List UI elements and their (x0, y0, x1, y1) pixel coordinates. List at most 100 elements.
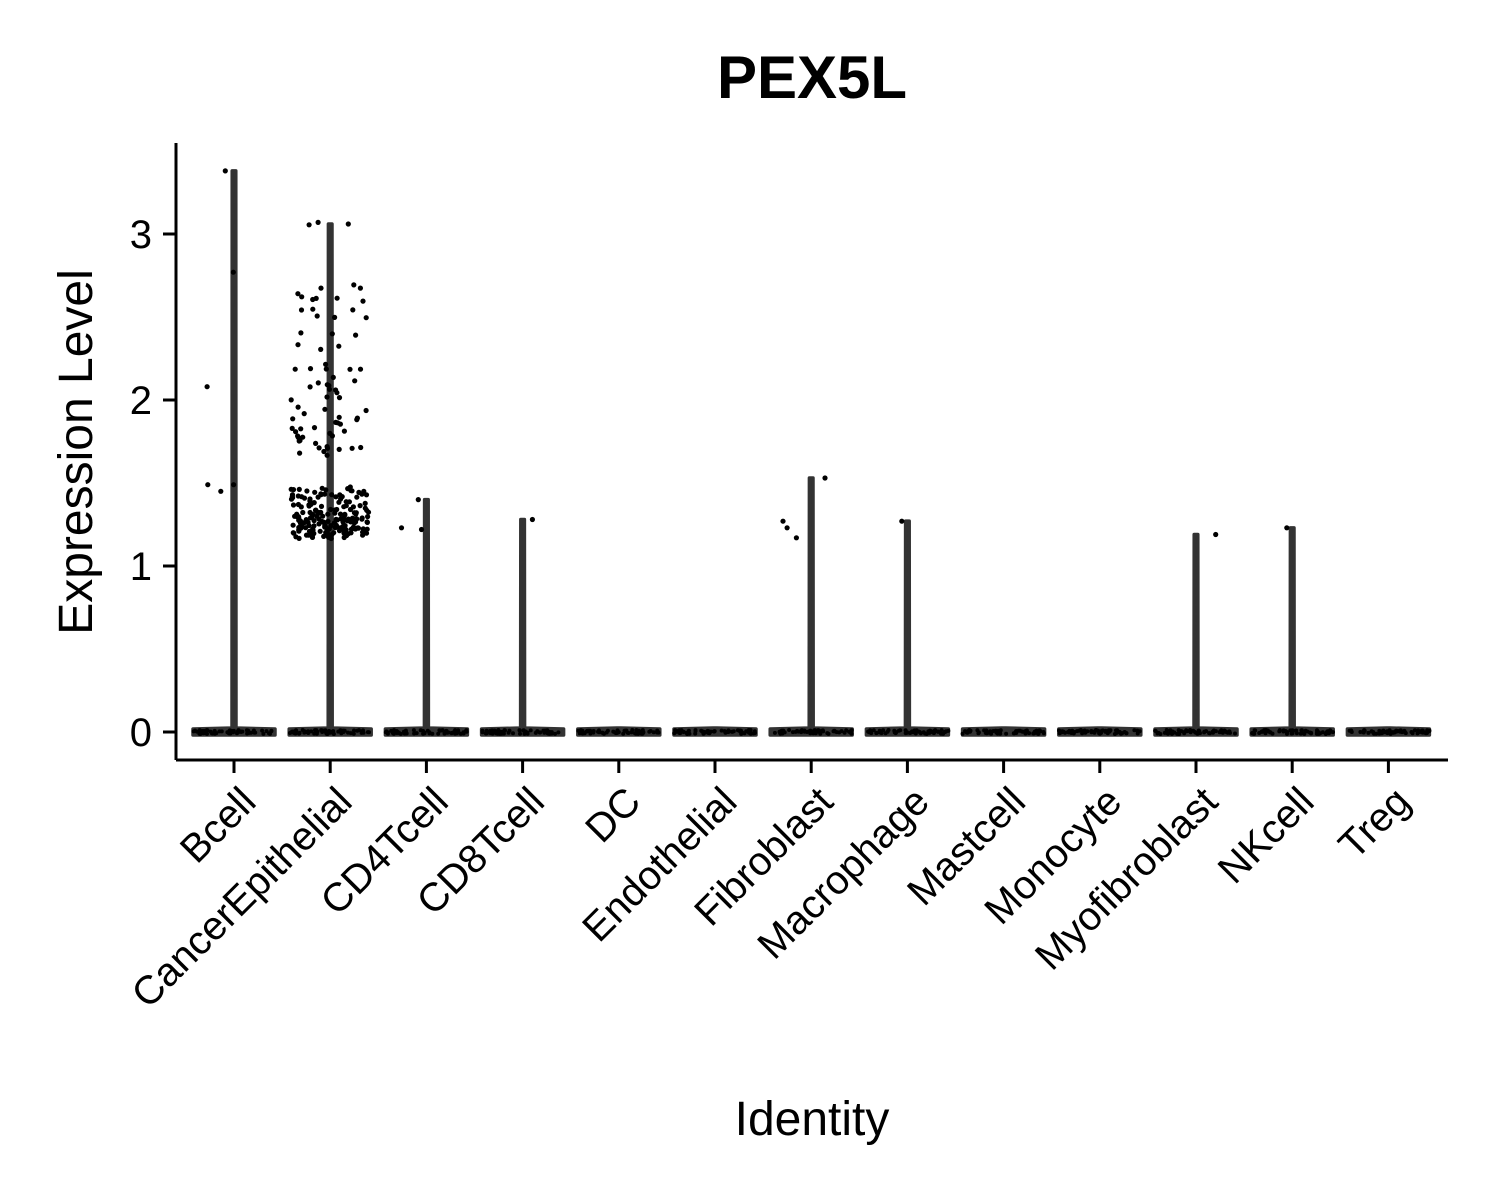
point-zero-dc (636, 731, 641, 736)
point-zero-cd4tcell (385, 731, 390, 736)
point-cancerepithelial (298, 504, 304, 510)
point-zero-treg (1383, 730, 1388, 735)
point-zero-cancerepithelial (331, 729, 336, 734)
point-cancerepithelial (328, 506, 334, 513)
point-cancerepithelial (329, 331, 335, 337)
violin-group-myofibroblast (1153, 531, 1239, 737)
point-bcell (218, 488, 224, 494)
point-cancerepithelial (301, 411, 307, 417)
point-cancerepithelial (312, 489, 318, 495)
point-zero-cancerepithelial (314, 728, 319, 733)
point-zero-treg (1412, 728, 1417, 733)
point-zero-cd8tcell (547, 731, 552, 736)
point-zero-endothelial (712, 729, 717, 734)
point-zero-treg (1396, 729, 1401, 733)
point-zero-cd8tcell (533, 730, 538, 735)
point-zero-myofibroblast (1228, 730, 1232, 735)
point-zero-nkcell (1288, 728, 1293, 733)
point-cancerepithelial (336, 528, 343, 534)
point-zero-dc (588, 728, 593, 733)
point-zero-dc (647, 729, 652, 734)
point-zero-monocyte (1097, 731, 1102, 736)
point-cancerepithelial (322, 406, 328, 412)
point-cancerepithelial (293, 429, 299, 435)
point-cancerepithelial (348, 530, 354, 536)
point-zero-myofibroblast (1177, 730, 1182, 735)
point-cancerepithelial (290, 502, 297, 508)
point-zero-endothelial (684, 730, 689, 735)
point-cancerepithelial (311, 518, 317, 524)
point-cancerepithelial (321, 533, 327, 540)
point-zero-dc (580, 728, 585, 733)
point-zero-cancerepithelial (351, 731, 356, 736)
violin-cd8tcell (479, 517, 566, 737)
point-zero-monocyte (1057, 728, 1061, 733)
point-zero-cd4tcell (403, 731, 408, 735)
point-fibroblast (793, 535, 800, 541)
point-cancerepithelial (336, 499, 342, 505)
point-zero-cd8tcell (553, 731, 557, 736)
point-cancerepithelial (365, 509, 372, 515)
point-zero-fibroblast (793, 729, 798, 734)
point-zero-fibroblast (816, 728, 821, 733)
point-zero-mastcell (976, 731, 981, 736)
point-cancerepithelial (334, 295, 340, 301)
point-zero-treg (1422, 730, 1427, 735)
point-zero-treg (1366, 730, 1371, 735)
point-zero-fibroblast (805, 730, 809, 734)
point-zero-cancerepithelial (312, 731, 317, 736)
point-zero-dc (634, 728, 639, 733)
point-cancerepithelial (290, 530, 296, 536)
point-zero-macrophage (866, 729, 871, 734)
point-cancerepithelial (360, 298, 366, 304)
point-cancerepithelial (363, 530, 370, 536)
point-cancerepithelial (298, 426, 304, 432)
point-zero-dc (591, 729, 596, 734)
point-zero-nkcell (1302, 731, 1307, 736)
point-zero-treg (1410, 731, 1415, 736)
point-cancerepithelial (334, 390, 340, 396)
point-zero-endothelial (679, 729, 683, 734)
point-zero-cd4tcell (449, 731, 454, 735)
point-zero-cd8tcell (490, 731, 495, 736)
point-zero-macrophage (939, 731, 944, 736)
point-zero-myofibroblast (1164, 728, 1169, 732)
point-cancerepithelial (297, 450, 303, 456)
violin-group-monocyte (1057, 726, 1143, 737)
point-cancerepithelial (306, 222, 312, 228)
point-zero-monocyte (1078, 728, 1083, 732)
point-cancerepithelial (350, 525, 356, 531)
point-zero-nkcell (1331, 730, 1335, 735)
point-cancerepithelial (353, 519, 359, 525)
point-zero-myofibroblast (1233, 731, 1237, 736)
point-zero-cd4tcell (411, 728, 416, 733)
point-zero-nkcell (1324, 730, 1329, 735)
point-cancerepithelial (318, 346, 324, 352)
point-cancerepithelial (332, 507, 338, 513)
point-zero-myofibroblast (1193, 730, 1198, 735)
point-zero-cd8tcell (483, 731, 488, 736)
point-cancerepithelial (324, 452, 330, 458)
point-zero-cd4tcell (390, 731, 395, 735)
point-cancerepithelial (318, 491, 324, 497)
point-zero-monocyte (1083, 730, 1088, 735)
point-zero-macrophage (923, 731, 928, 736)
point-zero-mastcell (1014, 729, 1019, 733)
point-zero-dc (633, 731, 637, 736)
point-zero-fibroblast (780, 728, 784, 733)
point-zero-cd8tcell (525, 730, 530, 735)
point-zero-cd4tcell (427, 730, 432, 735)
point-zero-nkcell (1294, 731, 1299, 736)
point-zero-fibroblast (812, 728, 817, 733)
point-cd4tcell (415, 497, 421, 503)
point-cancerepithelial (336, 446, 342, 452)
point-zero-treg (1374, 731, 1379, 736)
point-zero-cd8tcell (480, 728, 485, 733)
point-cancerepithelial (304, 488, 310, 494)
point-zero-bcell (204, 728, 209, 733)
point-cancerepithelial (323, 361, 329, 367)
y-axis-title: Expression Level (50, 269, 103, 635)
violin-group-nkcell (1249, 525, 1335, 737)
x-axis-title: Identity (735, 1093, 890, 1146)
violin-group-mastcell (960, 726, 1047, 737)
